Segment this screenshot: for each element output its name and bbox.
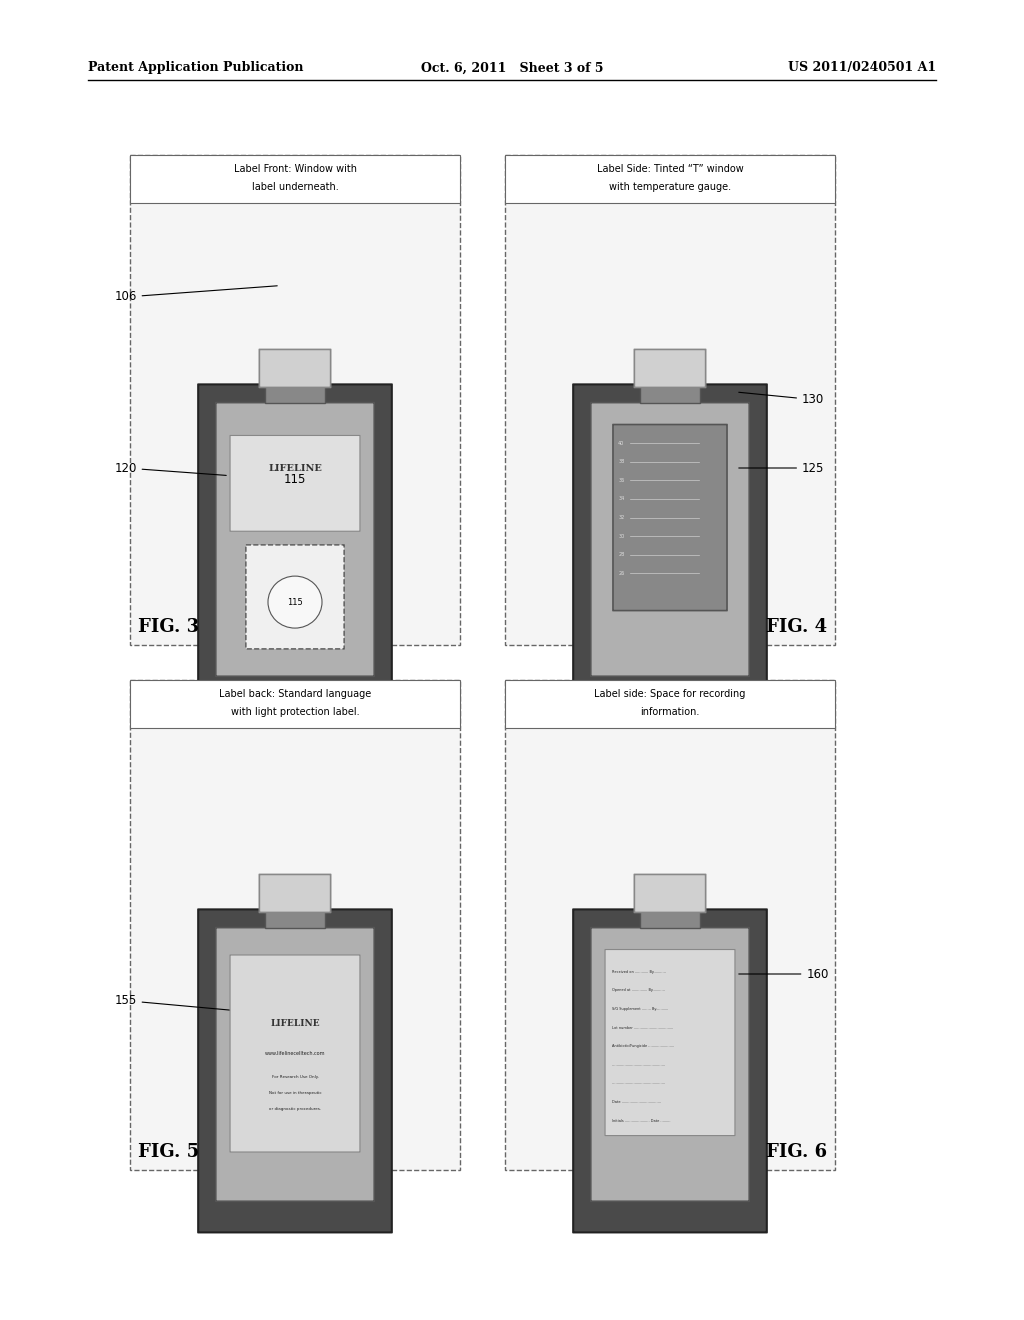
FancyBboxPatch shape xyxy=(573,909,767,1233)
Bar xyxy=(505,680,835,729)
Text: Antibiotic/Fungicide .......................: Antibiotic/Fungicide ...................… xyxy=(611,1044,674,1048)
Text: with temperature gauge.: with temperature gauge. xyxy=(609,182,731,191)
FancyBboxPatch shape xyxy=(573,384,767,708)
Text: 120: 120 xyxy=(115,462,226,475)
Text: 115: 115 xyxy=(284,473,306,486)
Text: FIG. 3: FIG. 3 xyxy=(138,618,199,636)
Text: 36: 36 xyxy=(618,478,625,483)
Text: 106: 106 xyxy=(115,286,278,304)
Text: 160: 160 xyxy=(738,968,828,981)
Text: FIG. 4: FIG. 4 xyxy=(766,618,827,636)
FancyBboxPatch shape xyxy=(230,436,360,531)
FancyBboxPatch shape xyxy=(591,928,750,1201)
FancyBboxPatch shape xyxy=(230,954,360,1152)
Bar xyxy=(265,376,325,403)
FancyBboxPatch shape xyxy=(634,874,706,912)
Text: LIFELINE: LIFELINE xyxy=(270,1019,319,1028)
Text: For Research Use Only.: For Research Use Only. xyxy=(271,1074,318,1080)
Text: Received on ............ By...........: Received on ............ By........... xyxy=(611,970,666,974)
FancyBboxPatch shape xyxy=(199,909,392,1233)
FancyBboxPatch shape xyxy=(199,384,392,708)
Text: Date ...................................: Date ................................... xyxy=(611,1100,660,1104)
FancyBboxPatch shape xyxy=(246,545,344,649)
Bar xyxy=(130,154,460,203)
Text: with light protection label.: with light protection label. xyxy=(230,708,359,717)
Text: ................................................: ........................................… xyxy=(611,1063,666,1067)
Text: US 2011/0240501 A1: US 2011/0240501 A1 xyxy=(787,62,936,74)
Bar xyxy=(505,154,835,645)
Text: LIFELINE: LIFELINE xyxy=(268,465,322,474)
FancyBboxPatch shape xyxy=(613,425,727,611)
Bar xyxy=(640,376,700,403)
Bar xyxy=(265,902,325,928)
FancyBboxPatch shape xyxy=(605,949,735,1135)
Text: Not for use in therapeutic: Not for use in therapeutic xyxy=(268,1090,322,1094)
FancyBboxPatch shape xyxy=(634,350,706,388)
Text: 38: 38 xyxy=(618,459,625,465)
Text: FIG. 6: FIG. 6 xyxy=(766,1143,827,1162)
Text: Patent Application Publication: Patent Application Publication xyxy=(88,62,303,74)
Bar xyxy=(130,680,460,729)
Text: Label Front: Window with: Label Front: Window with xyxy=(233,164,356,174)
Bar xyxy=(640,902,700,928)
FancyBboxPatch shape xyxy=(591,403,750,676)
Text: 125: 125 xyxy=(738,462,824,474)
Bar xyxy=(505,154,835,203)
FancyBboxPatch shape xyxy=(216,928,374,1201)
Text: Initials ...................... Date .........: Initials ...................... Date ...… xyxy=(611,1118,670,1123)
Ellipse shape xyxy=(268,576,322,628)
Text: 26: 26 xyxy=(618,570,625,576)
Text: 155: 155 xyxy=(115,994,248,1011)
Text: Label side: Space for recording: Label side: Space for recording xyxy=(594,689,745,700)
Text: 130: 130 xyxy=(738,392,824,407)
Text: information.: information. xyxy=(640,708,699,717)
Bar xyxy=(130,680,460,1170)
Text: 40: 40 xyxy=(618,441,625,446)
Text: or diagnostic procedures.: or diagnostic procedures. xyxy=(269,1106,322,1110)
Text: 115: 115 xyxy=(287,598,303,607)
FancyBboxPatch shape xyxy=(216,403,374,676)
Text: S/G Supplement ........ By...........: S/G Supplement ........ By........... xyxy=(611,1007,668,1011)
Text: Lot number ...................................: Lot number .............................… xyxy=(611,1026,673,1030)
Text: Opened at .............. By...........: Opened at .............. By........... xyxy=(611,989,665,993)
FancyBboxPatch shape xyxy=(259,874,331,912)
Bar xyxy=(130,154,460,645)
Text: Label Side: Tinted “T” window: Label Side: Tinted “T” window xyxy=(597,164,743,174)
Text: Label back: Standard language: Label back: Standard language xyxy=(219,689,371,700)
Text: 34: 34 xyxy=(618,496,625,502)
Text: 30: 30 xyxy=(618,533,625,539)
Text: 28: 28 xyxy=(618,552,625,557)
Text: 32: 32 xyxy=(618,515,625,520)
Text: label underneath.: label underneath. xyxy=(252,182,338,191)
Text: www.lifelinecelltech.com: www.lifelinecelltech.com xyxy=(265,1051,326,1056)
Bar xyxy=(505,680,835,1170)
FancyBboxPatch shape xyxy=(259,350,331,388)
Text: ................................................: ........................................… xyxy=(611,1081,666,1085)
Text: FIG. 5: FIG. 5 xyxy=(138,1143,200,1162)
Text: Oct. 6, 2011   Sheet 3 of 5: Oct. 6, 2011 Sheet 3 of 5 xyxy=(421,62,603,74)
